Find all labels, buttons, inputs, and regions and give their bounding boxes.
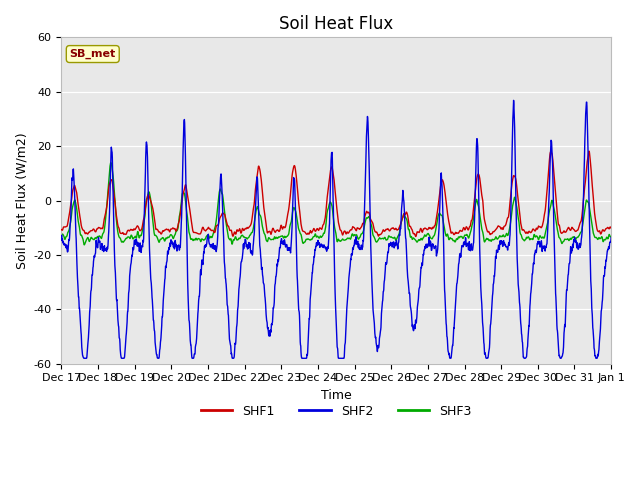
SHF1 (364, 210, 372, 216)
SHF1 (352, 228, 360, 233)
SHF2 (510, 97, 518, 103)
SHF2 (364, 126, 372, 132)
SHF2 (559, 350, 567, 356)
X-axis label: Time: Time (321, 389, 351, 402)
SHF3 (353, 232, 360, 238)
Text: SB_met: SB_met (70, 49, 116, 59)
SHF3 (58, 232, 65, 238)
SHF1 (559, 230, 566, 236)
SHF3 (497, 233, 504, 239)
SHF3 (365, 214, 372, 220)
Line: SHF3: SHF3 (61, 163, 611, 245)
SHF2 (496, 238, 504, 244)
Title: Soil Heat Flux: Soil Heat Flux (279, 15, 394, 33)
SHF1 (412, 234, 420, 240)
Line: SHF1: SHF1 (61, 151, 611, 237)
SHF1 (211, 229, 218, 235)
SHF3 (211, 224, 219, 230)
SHF2 (353, 238, 360, 244)
SHF1 (496, 224, 504, 230)
SHF3 (559, 239, 567, 245)
SHF3 (81, 242, 88, 248)
SHF3 (107, 160, 115, 166)
SHF1 (574, 227, 582, 233)
SHF2 (575, 246, 582, 252)
SHF1 (607, 225, 615, 231)
SHF2 (211, 242, 219, 248)
SHF1 (58, 227, 65, 232)
SHF2 (81, 355, 88, 361)
SHF2 (607, 235, 615, 240)
Line: SHF2: SHF2 (61, 100, 611, 358)
Y-axis label: Soil Heat Flux (W/m2): Soil Heat Flux (W/m2) (15, 132, 28, 269)
SHF2 (58, 235, 65, 241)
SHF3 (575, 234, 582, 240)
SHF3 (607, 234, 615, 240)
SHF1 (585, 148, 593, 154)
Legend: SHF1, SHF2, SHF3: SHF1, SHF2, SHF3 (196, 400, 477, 423)
